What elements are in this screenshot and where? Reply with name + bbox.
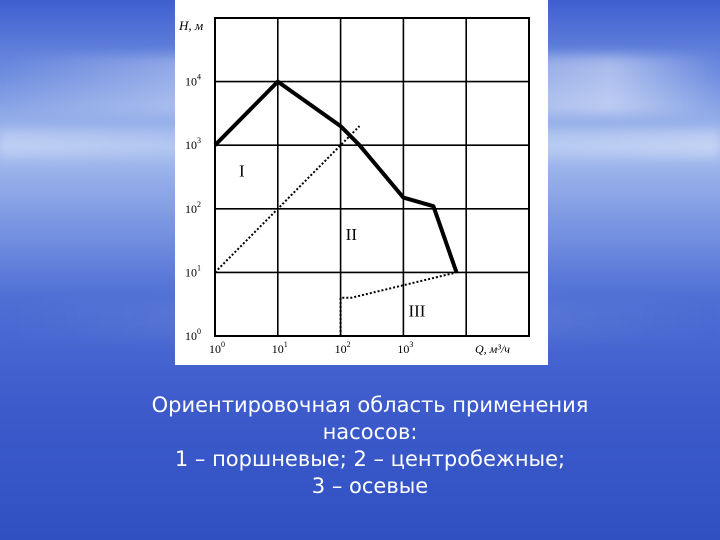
series-line: [214, 125, 361, 274]
caption-line: насосов:: [322, 420, 418, 444]
x-axis-label: Q, м³/ч: [475, 342, 510, 356]
y-tick-label: 101: [185, 263, 201, 279]
y-tick-label: 104: [185, 73, 201, 89]
x-tick-label: 100: [209, 340, 225, 356]
series-line: [339, 271, 457, 336]
x-tick-label: 101: [272, 340, 288, 356]
y-tick-label: 102: [185, 200, 201, 216]
region-label: I: [239, 162, 245, 181]
y-tick-label: 103: [185, 136, 201, 152]
y-tick-label: 100: [185, 327, 201, 343]
y-axis-label: H, м: [178, 18, 203, 33]
caption-line: 1 – поршневые; 2 – центробежные;: [174, 447, 566, 471]
chart-caption: Ориентировочная область применения насос…: [100, 392, 640, 500]
caption-line: 3 – осевые: [311, 474, 429, 498]
x-tick-label: 103: [397, 340, 413, 356]
region-label: III: [408, 302, 425, 321]
region-label: II: [346, 225, 358, 244]
series-line: [213, 79, 459, 274]
caption-line: Ориентировочная область применения: [151, 393, 589, 417]
chart-figure: 100 101 102 103 104 100 101 102 103 H, м Q, м³/ч I I…: [175, 0, 548, 365]
x-tick-label: 102: [335, 340, 351, 356]
plot-frame: [214, 17, 530, 337]
